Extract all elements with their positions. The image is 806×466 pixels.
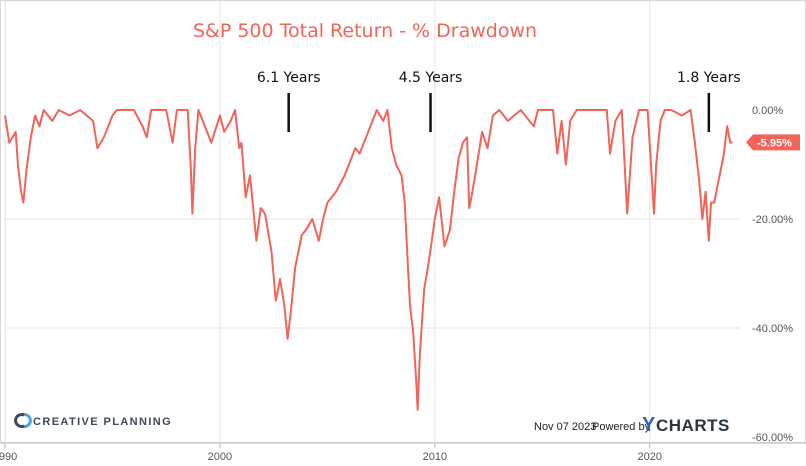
x-tick-label: 2010	[423, 451, 447, 463]
logo-mark-icon	[14, 413, 32, 428]
ycharts-logo: Y CHARTS	[642, 414, 730, 436]
series-line	[4, 109, 733, 411]
chart-title: S&P 500 Total Return - % Drawdown	[193, 20, 537, 42]
y-tick-label: 0.00%	[752, 105, 783, 117]
annotation-label: 4.5 Years	[399, 70, 463, 86]
annotation-label: 6.1 Years	[257, 70, 321, 86]
last-value-label: -5.95%	[757, 137, 792, 149]
last-value-badge-shape	[746, 134, 800, 151]
logo-text: CREATIVE PLANNING	[33, 416, 172, 428]
creative-planning-logo: CREATIVE PLANNING	[14, 413, 172, 428]
footer-powered-by: Powered by	[592, 421, 651, 433]
x-tick-label: 1990	[0, 451, 17, 463]
x-tick-label: 2000	[208, 451, 232, 463]
footer-date: Nov 07 2023	[534, 421, 596, 433]
series-layer	[4, 109, 733, 411]
y-tick-label: -20.00%	[752, 214, 793, 226]
y-tick-label: -40.00%	[752, 323, 793, 335]
annotation-label: 1.8 Years	[677, 70, 741, 86]
x-tick-label: 2020	[637, 451, 661, 463]
ycharts-logo-y: Y	[642, 414, 656, 436]
ycharts-logo-text: CHARTS	[656, 416, 730, 435]
x-axis: 1990 2000 2010 2020	[0, 443, 662, 463]
y-tick-label: -60.00%	[752, 432, 793, 444]
y-axis: 0.00% -20.00% -40.00% -60.00%	[752, 105, 793, 444]
last-value-badge: -5.95%	[746, 134, 800, 151]
annotations: 6.1 Years 4.5 Years 1.8 Years	[257, 70, 741, 132]
